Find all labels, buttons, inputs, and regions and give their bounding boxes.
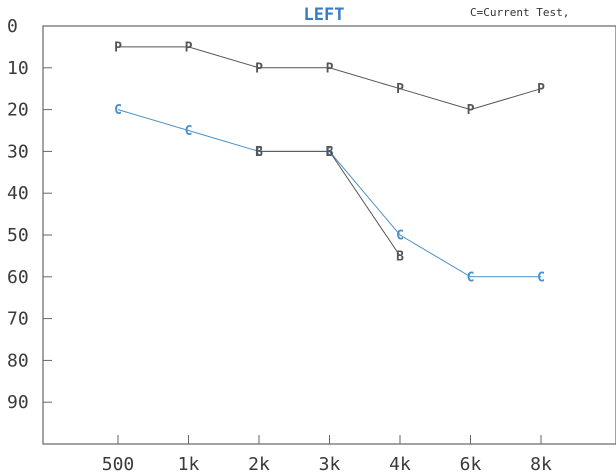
data-point-p: P [467,103,475,118]
x-tick-label: 3k [319,454,341,475]
y-tick-label: 40 [7,183,29,204]
x-tick-label: 2k [248,454,270,475]
data-point-b: B [396,249,404,264]
y-tick-label: 60 [7,267,29,288]
series-line-b [259,150,401,257]
data-point-c: C [114,103,122,118]
y-tick-label: 90 [7,392,29,413]
x-axis: 500 1k 2k 3k 4k 6k 8k [102,435,552,475]
data-point-c: C [537,270,545,285]
x-tick-label: 4k [389,454,411,475]
data-point-p: P [396,82,404,97]
y-tick-label: 70 [7,309,29,330]
y-tick-label: 10 [7,58,29,79]
data-point-p: P [326,61,334,76]
data-point-c: C [396,229,404,244]
series-line-c [117,109,541,278]
y-axis: 0 10 20 30 40 50 60 70 80 90 [7,16,52,413]
data-point-c: C [467,270,475,285]
y-tick-label: 30 [7,141,29,162]
data-point-b: B [326,145,334,160]
data-point-b: B [255,145,263,160]
data-point-c: C [255,145,263,160]
y-tick-label: 80 [7,350,29,371]
data-point-p: P [185,40,193,55]
y-tick-label: 50 [7,225,29,246]
data-point-c: C [185,124,193,139]
chart-note: C=Current Test, [470,6,569,19]
chart-title: LEFT [304,5,345,25]
x-tick-label: 6k [460,454,482,475]
series-line-p [118,46,542,111]
x-tick-label: 500 [102,454,135,475]
data-point-p: P [255,61,263,76]
y-tick-label: 20 [7,100,29,121]
data-point-c: C [326,145,334,160]
data-point-p: P [537,82,545,97]
data-point-p: P [114,40,122,55]
y-tick-label: 0 [7,16,18,37]
x-tick-label: 8k [530,454,552,475]
plot-frame [42,25,616,445]
x-tick-label: 1k [178,454,200,475]
